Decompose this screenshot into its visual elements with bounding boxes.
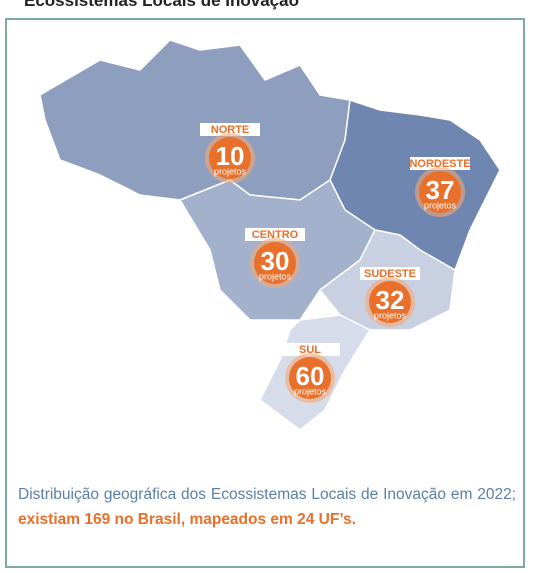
region-name: SUL bbox=[299, 344, 321, 356]
region-value: 37 bbox=[426, 175, 455, 205]
bubble bbox=[254, 242, 296, 284]
region-value: 30 bbox=[261, 246, 290, 276]
region-value: 60 bbox=[296, 361, 325, 391]
label-box bbox=[360, 267, 420, 280]
region-name: SUDESTE bbox=[364, 268, 416, 280]
bubble bbox=[209, 137, 251, 179]
bubble bbox=[289, 357, 331, 399]
region-unit: projetos bbox=[259, 271, 292, 281]
bubble bbox=[419, 171, 461, 213]
label-box bbox=[410, 157, 470, 170]
frame bbox=[5, 18, 525, 568]
bubble bbox=[369, 281, 411, 323]
map: NORTE10projetosNORDESTE37projetosCENTRO3… bbox=[39, 39, 501, 431]
caption-text: Distribuição geográfica dos Ecossistemas… bbox=[18, 486, 516, 503]
region-unit: projetos bbox=[374, 310, 407, 320]
region-unit: projetos bbox=[424, 200, 457, 210]
region-name: NORDESTE bbox=[409, 158, 470, 170]
label-box bbox=[280, 343, 340, 356]
title: Ecossistemas Locais de Inovação bbox=[24, 0, 299, 10]
caption: Distribuição geográfica dos Ecossistemas… bbox=[18, 482, 516, 532]
caption-highlight: existiam 169 no Brasil, mapeados em 24 U… bbox=[18, 511, 356, 528]
region-unit: projetos bbox=[294, 386, 327, 396]
region-unit: projetos bbox=[214, 166, 247, 176]
label-box bbox=[245, 228, 305, 241]
region-norte bbox=[39, 39, 351, 201]
region-value: 32 bbox=[376, 285, 405, 315]
label-box bbox=[200, 123, 260, 136]
region-value: 10 bbox=[216, 141, 245, 171]
region-name: CENTRO bbox=[252, 229, 299, 241]
region-name: NORTE bbox=[211, 124, 250, 136]
